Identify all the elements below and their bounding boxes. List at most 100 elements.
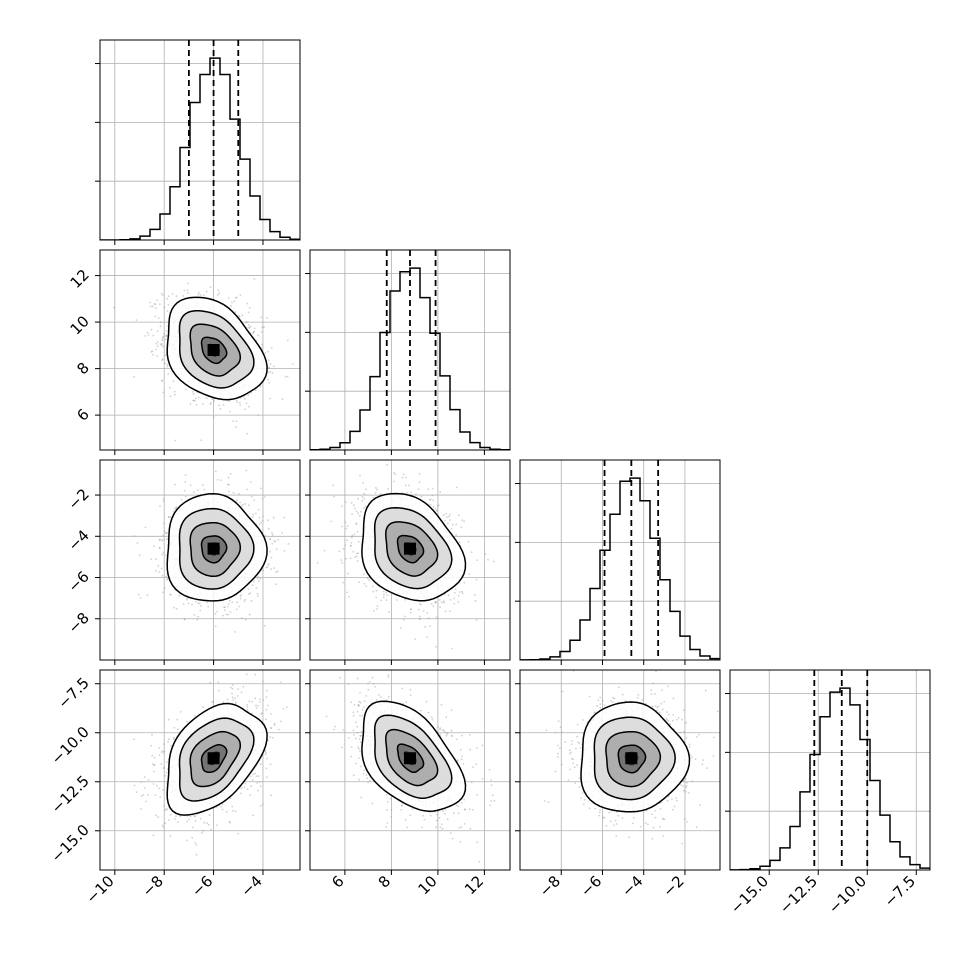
- scatter-point: [341, 562, 344, 564]
- scatter-point: [147, 794, 149, 796]
- scatter-point: [365, 585, 368, 588]
- scatter-point: [340, 559, 343, 561]
- scatter-point: [356, 530, 359, 533]
- contours: [361, 492, 467, 602]
- scatter-point: [152, 545, 155, 547]
- density-peak: [404, 542, 416, 555]
- scatter-point: [218, 404, 221, 407]
- scatter-point: [399, 627, 402, 629]
- scatter-point: [360, 510, 362, 513]
- contour-line: [178, 310, 255, 389]
- scatter-point: [239, 501, 241, 504]
- scatter-point: [159, 321, 162, 324]
- scatter-point: [410, 608, 412, 610]
- scatter-point: [445, 513, 448, 515]
- scatter-point: [160, 539, 163, 542]
- scatter-point: [161, 591, 164, 594]
- scatter-point: [441, 601, 443, 604]
- scatter-point: [208, 814, 211, 816]
- scatter-point: [179, 815, 182, 818]
- scatter-point: [419, 617, 422, 620]
- scatter-point: [474, 599, 477, 602]
- scatter-point: [375, 596, 378, 599]
- scatter-point: [257, 509, 260, 511]
- scatter-point: [135, 791, 138, 794]
- scatter-point: [349, 557, 352, 560]
- scatter-point: [418, 618, 421, 620]
- scatter-point: [429, 503, 432, 506]
- scatter-point: [197, 489, 199, 491]
- scatter-point: [448, 610, 451, 612]
- scatter-point: [410, 608, 412, 610]
- scatter-point: [155, 348, 157, 351]
- scatter-point: [355, 523, 358, 526]
- scatter-point: [241, 314, 244, 317]
- scatter-point: [429, 625, 431, 627]
- scatter-point: [166, 808, 169, 811]
- scatter-point: [248, 327, 251, 329]
- panel-2-1: [305, 459, 511, 665]
- scatter-point: [227, 297, 230, 299]
- panel-frame: [99, 39, 301, 241]
- scatter-point: [269, 736, 272, 738]
- scatter-point: [455, 534, 458, 536]
- scatter-point: [210, 828, 213, 831]
- scatter-point: [265, 708, 268, 711]
- scatter-point: [362, 481, 365, 484]
- scatter-point: [167, 516, 170, 519]
- scatter-point: [227, 605, 229, 608]
- scatter-point: [174, 439, 177, 442]
- scatter-point: [247, 394, 250, 396]
- scatter-point: [239, 294, 242, 297]
- scatter-point: [382, 596, 385, 599]
- scatter-point: [168, 516, 170, 518]
- scatter-point: [156, 330, 159, 332]
- scatter-point: [228, 483, 231, 486]
- scatter-point: [224, 609, 226, 612]
- scatter-point: [240, 617, 243, 620]
- scatter-point: [346, 591, 348, 594]
- scatter-point: [158, 303, 161, 306]
- scatter-point: [159, 325, 162, 328]
- scatter-point: [368, 579, 370, 581]
- scatter-point: [209, 681, 212, 684]
- scatter-point: [438, 599, 441, 601]
- y-tick-label: 6: [73, 405, 92, 424]
- scatter-point: [202, 829, 205, 832]
- scatter-point: [239, 404, 242, 406]
- scatter-point: [261, 326, 263, 329]
- scatter-point: [163, 333, 166, 335]
- scatter-point: [246, 488, 249, 491]
- scatter-point: [150, 744, 153, 747]
- scatter-point: [262, 699, 265, 701]
- scatter-point: [420, 603, 423, 606]
- scatter-point: [170, 744, 173, 747]
- scatter-point: [426, 612, 429, 614]
- scatter-point: [419, 615, 421, 618]
- scatter-point: [165, 554, 167, 557]
- scatter-point: [167, 740, 169, 743]
- scatter-point: [227, 476, 230, 479]
- scatter-point: [372, 590, 375, 593]
- scatter-point: [220, 805, 223, 808]
- scatter-point: [270, 346, 273, 349]
- histogram-step: [310, 267, 510, 450]
- scatter-point: [138, 554, 141, 557]
- scatter-point: [166, 578, 168, 581]
- scatter-point: [195, 403, 198, 406]
- scatter-point: [201, 484, 204, 486]
- scatter-point: [207, 823, 210, 826]
- contour-line: [200, 535, 228, 564]
- scatter-point: [162, 522, 165, 525]
- scatter-point: [259, 805, 262, 807]
- scatter-point: [432, 605, 435, 607]
- scatter-point: [252, 332, 255, 335]
- scatter-point: [273, 365, 276, 368]
- scatter-point: [202, 294, 205, 297]
- scatter-point: [218, 689, 220, 692]
- scatter-point: [422, 610, 425, 612]
- scatter-point: [255, 512, 257, 515]
- scatter-point: [418, 473, 421, 475]
- scatter-point: [192, 399, 195, 402]
